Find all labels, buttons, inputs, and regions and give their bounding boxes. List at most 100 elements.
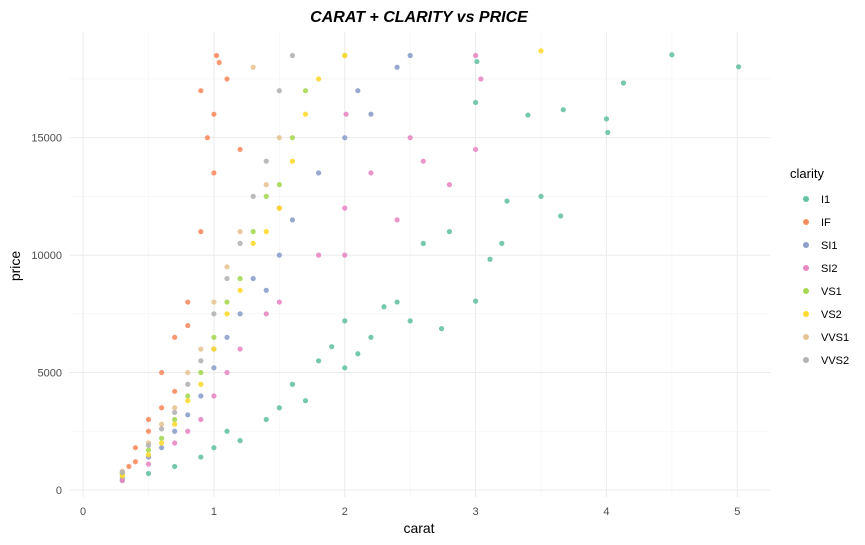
series-si1 <box>119 52 413 481</box>
data-point <box>473 298 479 304</box>
data-point <box>237 346 243 352</box>
data-point <box>224 369 230 376</box>
data-point <box>558 213 564 219</box>
data-point <box>289 52 296 59</box>
data-point <box>263 229 269 235</box>
data-point <box>119 477 125 484</box>
data-point <box>158 440 165 446</box>
data-point <box>407 135 413 141</box>
x-tick-label: 1 <box>211 506 217 518</box>
y-tick-label: 0 <box>56 485 62 497</box>
data-point <box>394 217 400 223</box>
series-i1 <box>119 52 742 484</box>
data-point <box>204 135 210 141</box>
y-tick-label: 15000 <box>31 133 62 145</box>
data-point <box>263 416 269 423</box>
legend-key <box>803 242 809 248</box>
data-point <box>224 299 230 305</box>
data-point <box>185 369 191 376</box>
data-point <box>158 369 165 376</box>
data-point <box>276 252 282 258</box>
data-point <box>315 170 322 176</box>
data-point <box>172 409 178 416</box>
data-point <box>289 381 296 387</box>
data-point <box>119 469 125 475</box>
data-point <box>250 275 256 282</box>
legend-key <box>803 357 809 363</box>
legend: clarity I1 IF SI1 SI2 VS1 VS2 VVS1 VVS2 <box>790 166 849 367</box>
data-point <box>145 470 152 477</box>
legend-label: VVS1 <box>821 332 849 344</box>
data-point <box>276 205 282 211</box>
data-point <box>342 205 348 211</box>
data-point <box>145 442 152 448</box>
x-tick-label: 4 <box>603 506 609 518</box>
series-vs1 <box>119 52 348 477</box>
legend-label: VS1 <box>821 286 842 298</box>
data-point <box>198 229 204 235</box>
data-point <box>603 116 610 122</box>
data-point <box>198 346 204 352</box>
data-point <box>525 112 531 118</box>
data-point <box>237 146 243 153</box>
legend-key <box>803 196 809 202</box>
data-point <box>478 76 484 82</box>
data-point <box>198 88 204 94</box>
data-point <box>289 158 296 164</box>
data-point <box>237 275 243 282</box>
series-if <box>119 52 282 477</box>
legend-label: I1 <box>821 194 830 206</box>
data-point <box>499 240 505 246</box>
data-point <box>342 252 348 258</box>
y-axis-ticks: 0 5000 10000 15000 <box>31 133 62 497</box>
data-point <box>211 365 217 371</box>
data-point <box>487 256 493 262</box>
data-point <box>473 52 479 59</box>
data-point <box>198 416 204 423</box>
data-point <box>302 111 309 117</box>
data-point <box>538 193 544 199</box>
legend-label: SI2 <box>821 263 838 275</box>
data-point <box>198 393 204 399</box>
data-point <box>250 193 256 199</box>
data-point <box>145 447 152 453</box>
legend-label: IF <box>821 217 831 229</box>
data-point <box>158 435 165 441</box>
data-point <box>315 76 322 82</box>
data-point <box>446 229 453 235</box>
data-point <box>289 217 296 223</box>
series-vvs2 <box>119 52 296 475</box>
data-point <box>504 198 510 204</box>
data-point <box>211 393 217 399</box>
data-point <box>473 99 479 106</box>
data-point <box>237 438 243 444</box>
data-point <box>224 76 230 82</box>
data-point <box>342 52 348 59</box>
data-point <box>473 146 479 153</box>
data-point <box>276 88 282 94</box>
data-point <box>355 351 361 357</box>
data-point <box>211 346 217 352</box>
data-point <box>211 311 217 317</box>
data-point <box>185 299 191 305</box>
data-point <box>560 107 566 113</box>
data-point <box>211 111 217 117</box>
x-tick-label: 3 <box>473 506 479 518</box>
data-point <box>158 426 165 432</box>
data-point <box>276 299 282 305</box>
data-point <box>394 299 400 305</box>
series-vs2 <box>119 48 544 479</box>
data-point <box>211 445 217 451</box>
data-point <box>394 64 400 70</box>
x-tick-label: 2 <box>342 506 348 518</box>
data-point <box>605 129 611 136</box>
data-point <box>211 334 217 340</box>
legend-key <box>803 219 809 225</box>
data-point <box>172 463 178 470</box>
legend-label: SI1 <box>821 240 838 252</box>
data-point <box>172 421 178 427</box>
data-point <box>250 64 256 70</box>
data-point <box>185 322 191 329</box>
series-vvs1 <box>119 64 282 474</box>
